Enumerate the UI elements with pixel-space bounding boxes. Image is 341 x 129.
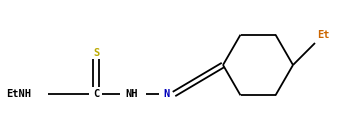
Text: N: N bbox=[164, 89, 170, 99]
Text: Et: Et bbox=[317, 30, 329, 40]
Text: C: C bbox=[93, 89, 99, 99]
Text: S: S bbox=[93, 48, 99, 58]
Text: NH: NH bbox=[126, 89, 138, 99]
Text: EtNH: EtNH bbox=[6, 89, 31, 99]
